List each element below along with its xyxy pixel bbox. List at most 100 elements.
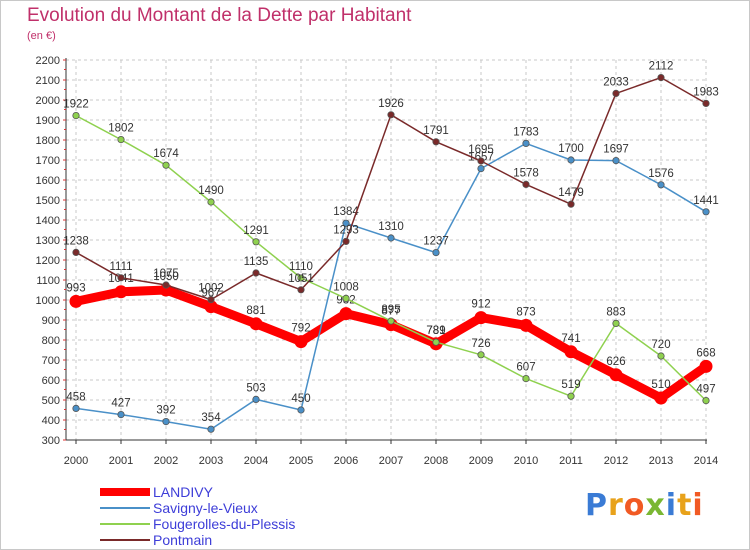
data-point [387,234,395,242]
y-tick-label: 1800 [36,135,60,147]
data-label: 781 [426,325,445,337]
data-point [342,294,350,302]
x-tick-label: 2012 [604,455,628,467]
data-point [162,161,170,169]
legend-label: Savigny-le-Vieux [153,500,258,516]
data-label: 1783 [513,126,539,138]
data-point [72,404,80,412]
data-label: 720 [651,339,670,351]
data-point [657,74,665,82]
legend-swatch [100,539,150,541]
data-point [387,111,395,119]
data-label: 1002 [198,283,224,295]
legend-label: LANDIVY [153,484,213,500]
data-point [522,139,530,147]
data-label: 1490 [198,185,224,197]
data-label: 1479 [558,187,584,199]
data-label: 1008 [333,281,359,293]
data-label: 1293 [333,224,359,236]
data-point [564,345,578,359]
chart-subtitle: (en €) [27,30,56,42]
x-tick-label: 2007 [379,455,403,467]
data-label: 1441 [693,195,719,207]
legend-label: Pontmain [153,532,213,548]
legend-label: Fougerolles-du-Plessis [153,516,296,532]
x-tick-label: 2005 [289,455,313,467]
series-pontmain: 1238 1111 1075 1002 1135 1051 1293 1926 1791 1695… [63,61,719,304]
data-label: 1674 [153,148,179,160]
data-label: 895 [381,304,400,316]
data-label: 450 [291,393,310,405]
data-label: 427 [111,398,130,410]
data-label: 1922 [63,99,89,111]
y-tick-label: 1000 [36,295,60,307]
data-label: 726 [471,338,490,350]
logo-letter: t [677,488,693,523]
data-point [432,138,440,146]
logo-letter: i [665,488,678,523]
data-point [702,396,710,405]
data-label: 1110 [289,261,313,273]
data-point [477,157,485,165]
x-tick-label: 2006 [334,455,358,467]
data-point [567,392,575,400]
data-point [612,319,620,327]
x-tick-label: 2011 [559,455,583,467]
data-label: 993 [66,282,85,294]
data-point [702,208,710,216]
data-label: 1291 [243,225,269,237]
data-label: 1576 [648,168,674,180]
y-tick-label: 1900 [36,115,60,127]
data-point [252,395,260,403]
data-label: 1237 [423,236,449,248]
y-tick-label: 300 [42,435,60,447]
data-point [519,318,533,332]
logo-letter: o [623,488,646,523]
data-point [252,269,260,277]
data-point [657,181,665,189]
data-point [477,351,485,359]
data-label: 510 [651,379,670,391]
data-point [72,112,80,120]
chart-title: Evolution du Montant de la Dette par Hab… [27,5,412,26]
legend-swatch [100,523,150,525]
data-label: 912 [471,299,490,311]
y-tick-label: 500 [42,395,60,407]
data-label: 1310 [378,221,404,233]
data-label: 458 [66,391,85,403]
logo-letter: r [608,488,624,523]
y-tick-label: 1500 [36,195,60,207]
x-tick-label: 2003 [199,455,223,467]
x-tick-label: 2008 [424,455,448,467]
data-label: 1697 [603,144,629,156]
grid [66,59,707,441]
logo-letter: x [645,488,666,523]
data-point [474,311,488,325]
data-point [207,295,215,304]
data-point [69,294,83,308]
y-tick-label: 700 [42,355,60,367]
data-label: 881 [246,305,265,317]
data-point [567,156,575,164]
y-tick-label: 1400 [36,215,60,227]
data-label: 1075 [153,268,179,280]
y-tick-label: 1100 [36,275,60,287]
data-point [162,281,170,289]
data-point [477,165,485,173]
data-label: 1578 [513,167,539,179]
data-point [117,274,125,282]
y-tick-label: 2200 [36,55,60,67]
legend-swatch [100,507,150,509]
data-label: 1238 [63,235,89,247]
data-point [162,417,170,426]
data-point [114,285,128,299]
y-tick-label: 1200 [36,255,60,267]
data-point [657,352,665,360]
proxiti-logo: Proxiti [585,488,704,523]
series-savigny-le-vieux: 4584273923545034501384131012371657178317… [66,126,719,433]
data-label: 2112 [649,61,674,73]
data-point [297,286,305,294]
data-point [207,425,215,433]
logo-letter: P [585,488,608,523]
